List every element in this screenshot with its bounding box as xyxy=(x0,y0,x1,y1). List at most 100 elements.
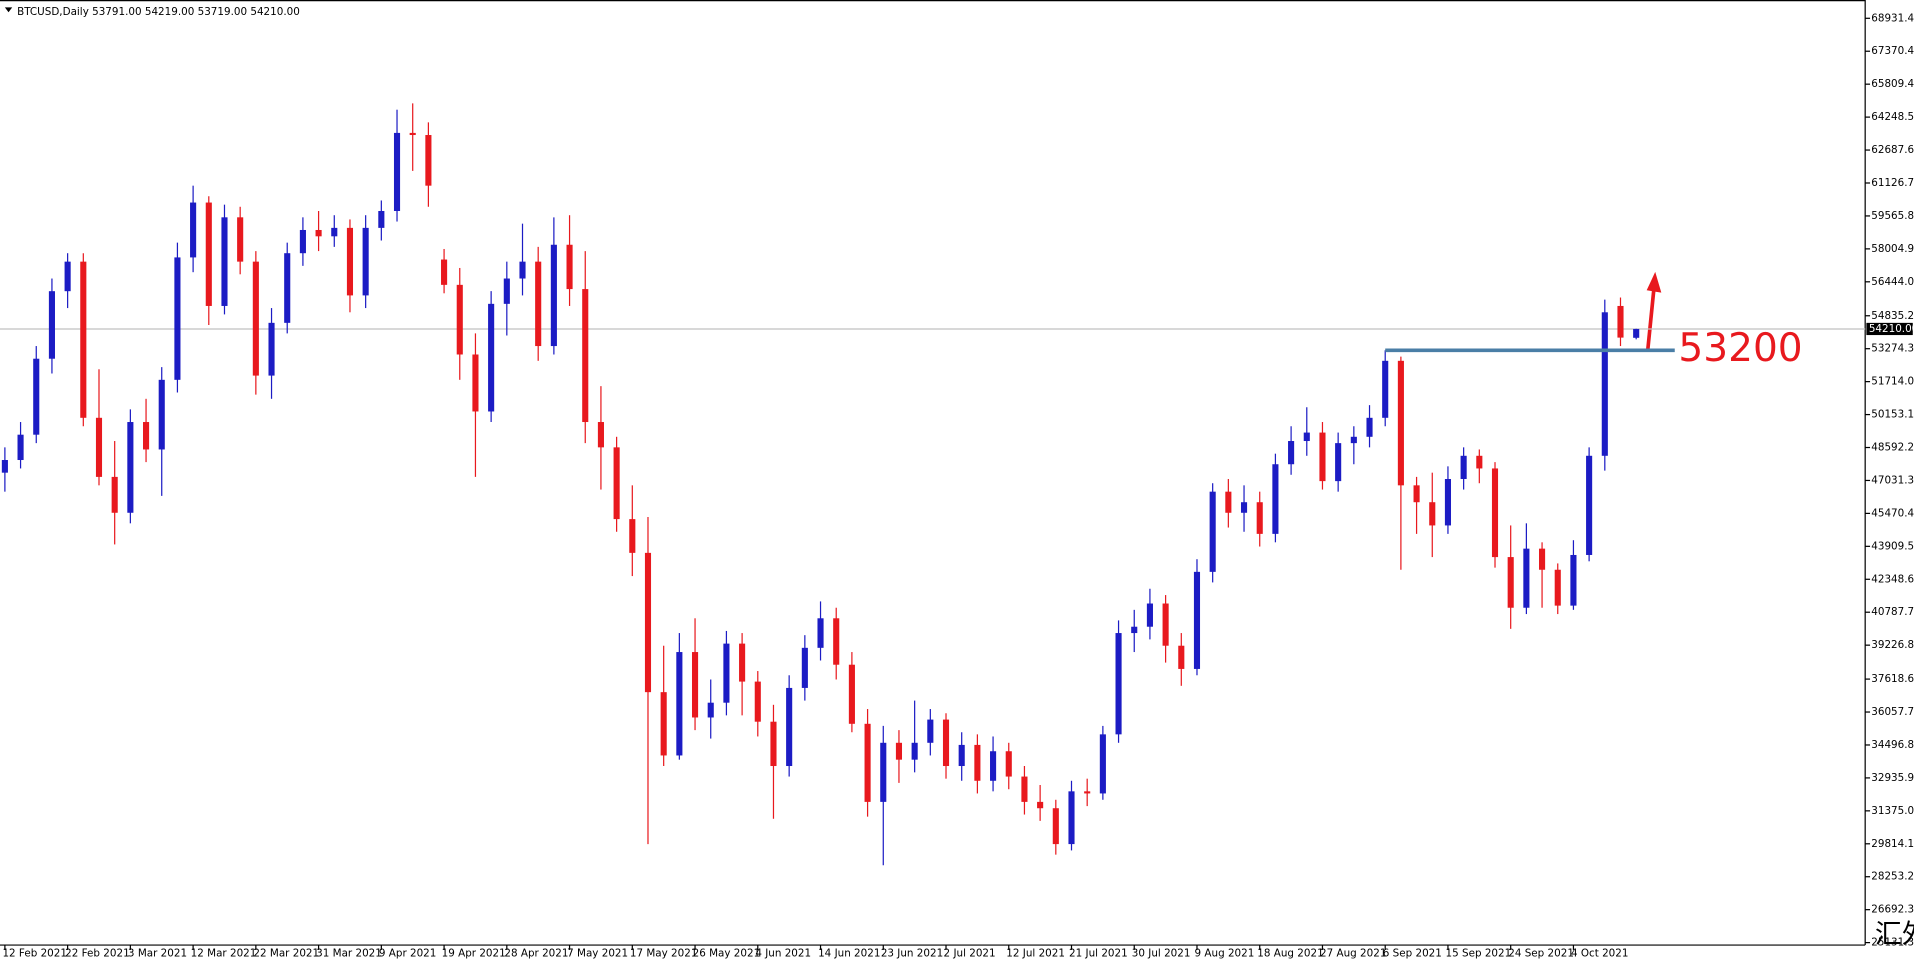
candle-body xyxy=(237,217,244,262)
y-tick-label: 48592.20 xyxy=(1871,442,1914,454)
candle-body xyxy=(1209,491,1216,572)
y-tick-label: 29814.10 xyxy=(1871,838,1914,850)
arrow-head xyxy=(1646,271,1662,293)
candle-body xyxy=(801,647,808,688)
candle-body xyxy=(1288,441,1295,465)
candle-body xyxy=(1601,312,1608,456)
candle-body xyxy=(1068,791,1075,845)
candle-body xyxy=(1460,455,1467,480)
candle-body xyxy=(880,742,887,802)
candle-body xyxy=(331,227,338,237)
candle-body xyxy=(770,721,777,767)
x-tick-label: 14 Jun 2021 xyxy=(818,948,880,960)
candle-body xyxy=(691,652,699,718)
y-tick-label: 65809.40 xyxy=(1871,78,1914,90)
y-tick-label: 39226.80 xyxy=(1871,639,1914,651)
y-tick-label: 62687.60 xyxy=(1871,144,1914,156)
candle-body xyxy=(1382,360,1389,418)
x-tick-label: 15 Sep 2021 xyxy=(1446,948,1512,960)
candle-body xyxy=(566,244,573,290)
candle-body xyxy=(393,132,401,211)
y-tick-label: 54835.20 xyxy=(1871,310,1914,322)
x-tick-label: 12 Feb 2021 xyxy=(2,948,67,960)
x-tick-label: 6 Sep 2021 xyxy=(1383,948,1442,960)
y-tick-label: 59565.80 xyxy=(1871,210,1914,222)
x-tick-label: 7 May 2021 xyxy=(567,948,628,960)
candle-body xyxy=(472,354,479,412)
candle-body xyxy=(252,261,259,376)
candle-body xyxy=(864,723,871,802)
x-tick-label: 12 Mar 2021 xyxy=(191,948,257,960)
candle-body xyxy=(315,229,322,237)
candle-body xyxy=(1633,328,1640,338)
candle-body xyxy=(1350,436,1357,444)
candle-body xyxy=(1115,633,1122,735)
candle-body xyxy=(1617,305,1624,338)
x-tick-label: 18 Aug 2021 xyxy=(1257,948,1323,960)
current-price-box xyxy=(1866,322,1913,336)
candle-body xyxy=(644,552,652,693)
candle-body xyxy=(1429,502,1436,526)
x-tick-label: 9 Apr 2021 xyxy=(379,948,436,960)
x-tick-label: 28 Apr 2021 xyxy=(504,948,568,960)
candle-body xyxy=(927,719,934,743)
y-tick-label: 47031.30 xyxy=(1871,474,1914,486)
x-tick-label: 30 Jul 2021 xyxy=(1132,948,1191,960)
candle-body xyxy=(1586,455,1593,555)
y-tick-label: 51714.00 xyxy=(1871,376,1914,388)
candle-body xyxy=(974,744,981,781)
candle-body xyxy=(205,202,212,306)
candle-body xyxy=(17,434,24,461)
y-tick-label: 26692.30 xyxy=(1871,904,1914,916)
candle-body xyxy=(739,643,746,682)
candle-body xyxy=(817,618,824,648)
candle-body xyxy=(488,303,495,412)
candle-body xyxy=(1539,548,1546,570)
candle-body xyxy=(1178,645,1185,669)
candle-body xyxy=(550,244,557,347)
candle-body xyxy=(48,291,55,359)
candle-body xyxy=(1162,603,1169,646)
candle-body xyxy=(723,643,730,703)
menu-triangle[interactable] xyxy=(4,7,13,13)
current-price-label: 54210.00 xyxy=(1869,323,1914,335)
candle-body xyxy=(158,379,165,450)
candle-body xyxy=(1240,502,1248,513)
x-tick-label: 27 Aug 2021 xyxy=(1320,948,1386,960)
candle-body xyxy=(895,742,903,760)
candle-body xyxy=(1,460,8,473)
y-tick-label: 31375.00 xyxy=(1871,805,1914,817)
candle-body xyxy=(80,261,87,418)
candle-body xyxy=(1319,432,1326,482)
candle-body xyxy=(942,719,950,767)
y-tick-label: 53274.30 xyxy=(1871,343,1914,355)
y-tick-label: 36057.70 xyxy=(1871,706,1914,718)
candle-body xyxy=(535,261,542,347)
candle-body xyxy=(409,132,416,136)
candle-body xyxy=(425,135,432,186)
arrow-shaft xyxy=(1646,287,1656,349)
x-tick-label: 9 Aug 2021 xyxy=(1195,948,1255,960)
candle-body xyxy=(786,687,793,767)
x-tick-label: 4 Jun 2021 xyxy=(755,948,811,960)
candle-body xyxy=(503,278,510,304)
candle-body xyxy=(1037,801,1044,809)
candle-body xyxy=(848,664,855,724)
candle-body xyxy=(1146,603,1153,627)
candle-body xyxy=(111,476,118,513)
candle-body xyxy=(1193,571,1201,669)
candle-body xyxy=(1021,776,1028,802)
candle-body xyxy=(1225,491,1232,513)
candle-body xyxy=(362,227,369,296)
y-tick-label: 67370.40 xyxy=(1871,45,1914,57)
candle-body xyxy=(676,652,683,756)
x-tick-label: 22 Mar 2021 xyxy=(253,948,319,960)
x-tick-label: 17 May 2021 xyxy=(630,948,698,960)
candle-body xyxy=(1272,464,1279,534)
candle-body xyxy=(221,217,228,306)
y-tick-label: 68931.40 xyxy=(1871,12,1914,24)
level-label: 53200 xyxy=(1678,326,1802,371)
candle-body xyxy=(299,229,306,254)
